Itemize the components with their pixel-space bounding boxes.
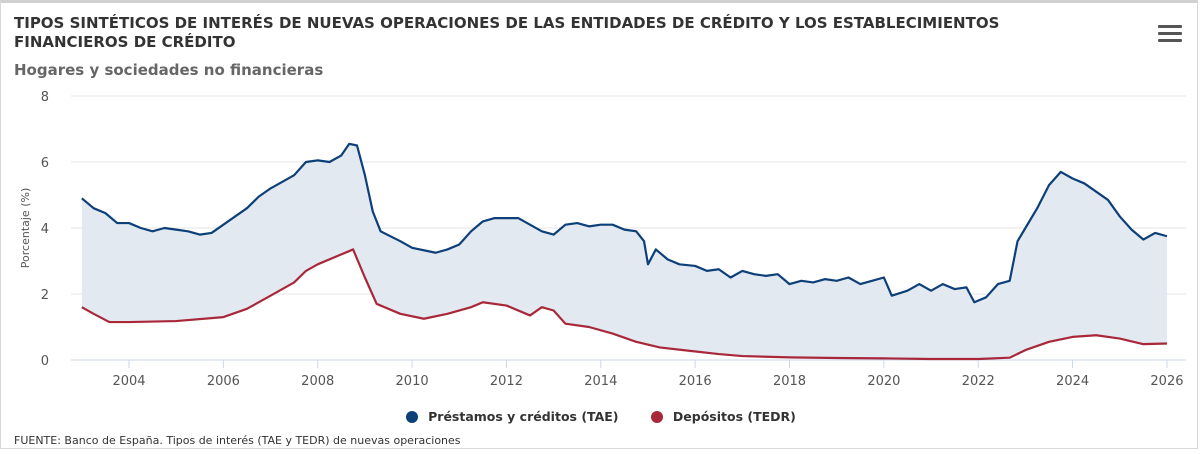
area-fill (81, 143, 1167, 360)
chart-subtitle: Hogares y sociedades no financieras (14, 61, 324, 79)
y-tick-label: 8 (41, 90, 49, 105)
legend-item-depositos[interactable]: Depósitos (TEDR) (650, 409, 796, 424)
x-tick-label: 2018 (773, 374, 806, 389)
x-tick-label: 2016 (679, 374, 712, 389)
source-note: FUENTE: Banco de España. Tipos de interé… (14, 434, 461, 447)
x-tick-label: 2014 (584, 374, 617, 389)
y-tick-label: 6 (41, 156, 49, 171)
x-tick-label: 2024 (1056, 374, 1089, 389)
legend-label: Préstamos y créditos (TAE) (428, 409, 619, 424)
series-line-depositos (81, 248, 1167, 361)
y-tick-label: 0 (41, 354, 49, 369)
x-tick-label: 2020 (867, 374, 900, 389)
chart-title: TIPOS SINTÉTICOS DE INTERÉS DE NUEVAS OP… (14, 14, 1000, 51)
plot-area: 0 2 4 6 8 2004 2006 2008 2010 2012 2014 2016 2018 202… (19, 90, 1186, 389)
y-tick-label: 4 (41, 222, 49, 237)
x-tick-label: 2022 (962, 374, 995, 389)
x-tick-label: 2004 (112, 374, 145, 389)
legend-marker-icon (650, 410, 663, 423)
legend-label: Depósitos (TEDR) (672, 409, 796, 424)
x-tick-label: 2006 (207, 374, 240, 389)
legend-item-prestamos[interactable]: Préstamos y créditos (TAE) (406, 409, 619, 424)
y-tick-label: 2 (41, 288, 49, 303)
x-tick-label: 2012 (490, 374, 523, 389)
series-line-prestamos (81, 142, 1168, 304)
y-axis-label: Porcentaje (%) (19, 188, 32, 268)
hamburger-menu-icon[interactable] (1158, 25, 1182, 45)
legend: Préstamos y créditos (TAE) Depósitos (TE… (1, 409, 1200, 426)
x-tick-label: 2026 (1150, 374, 1183, 389)
x-tick-label: 2010 (396, 374, 429, 389)
x-tick-label: 2008 (301, 374, 334, 389)
legend-marker-icon (406, 410, 419, 423)
